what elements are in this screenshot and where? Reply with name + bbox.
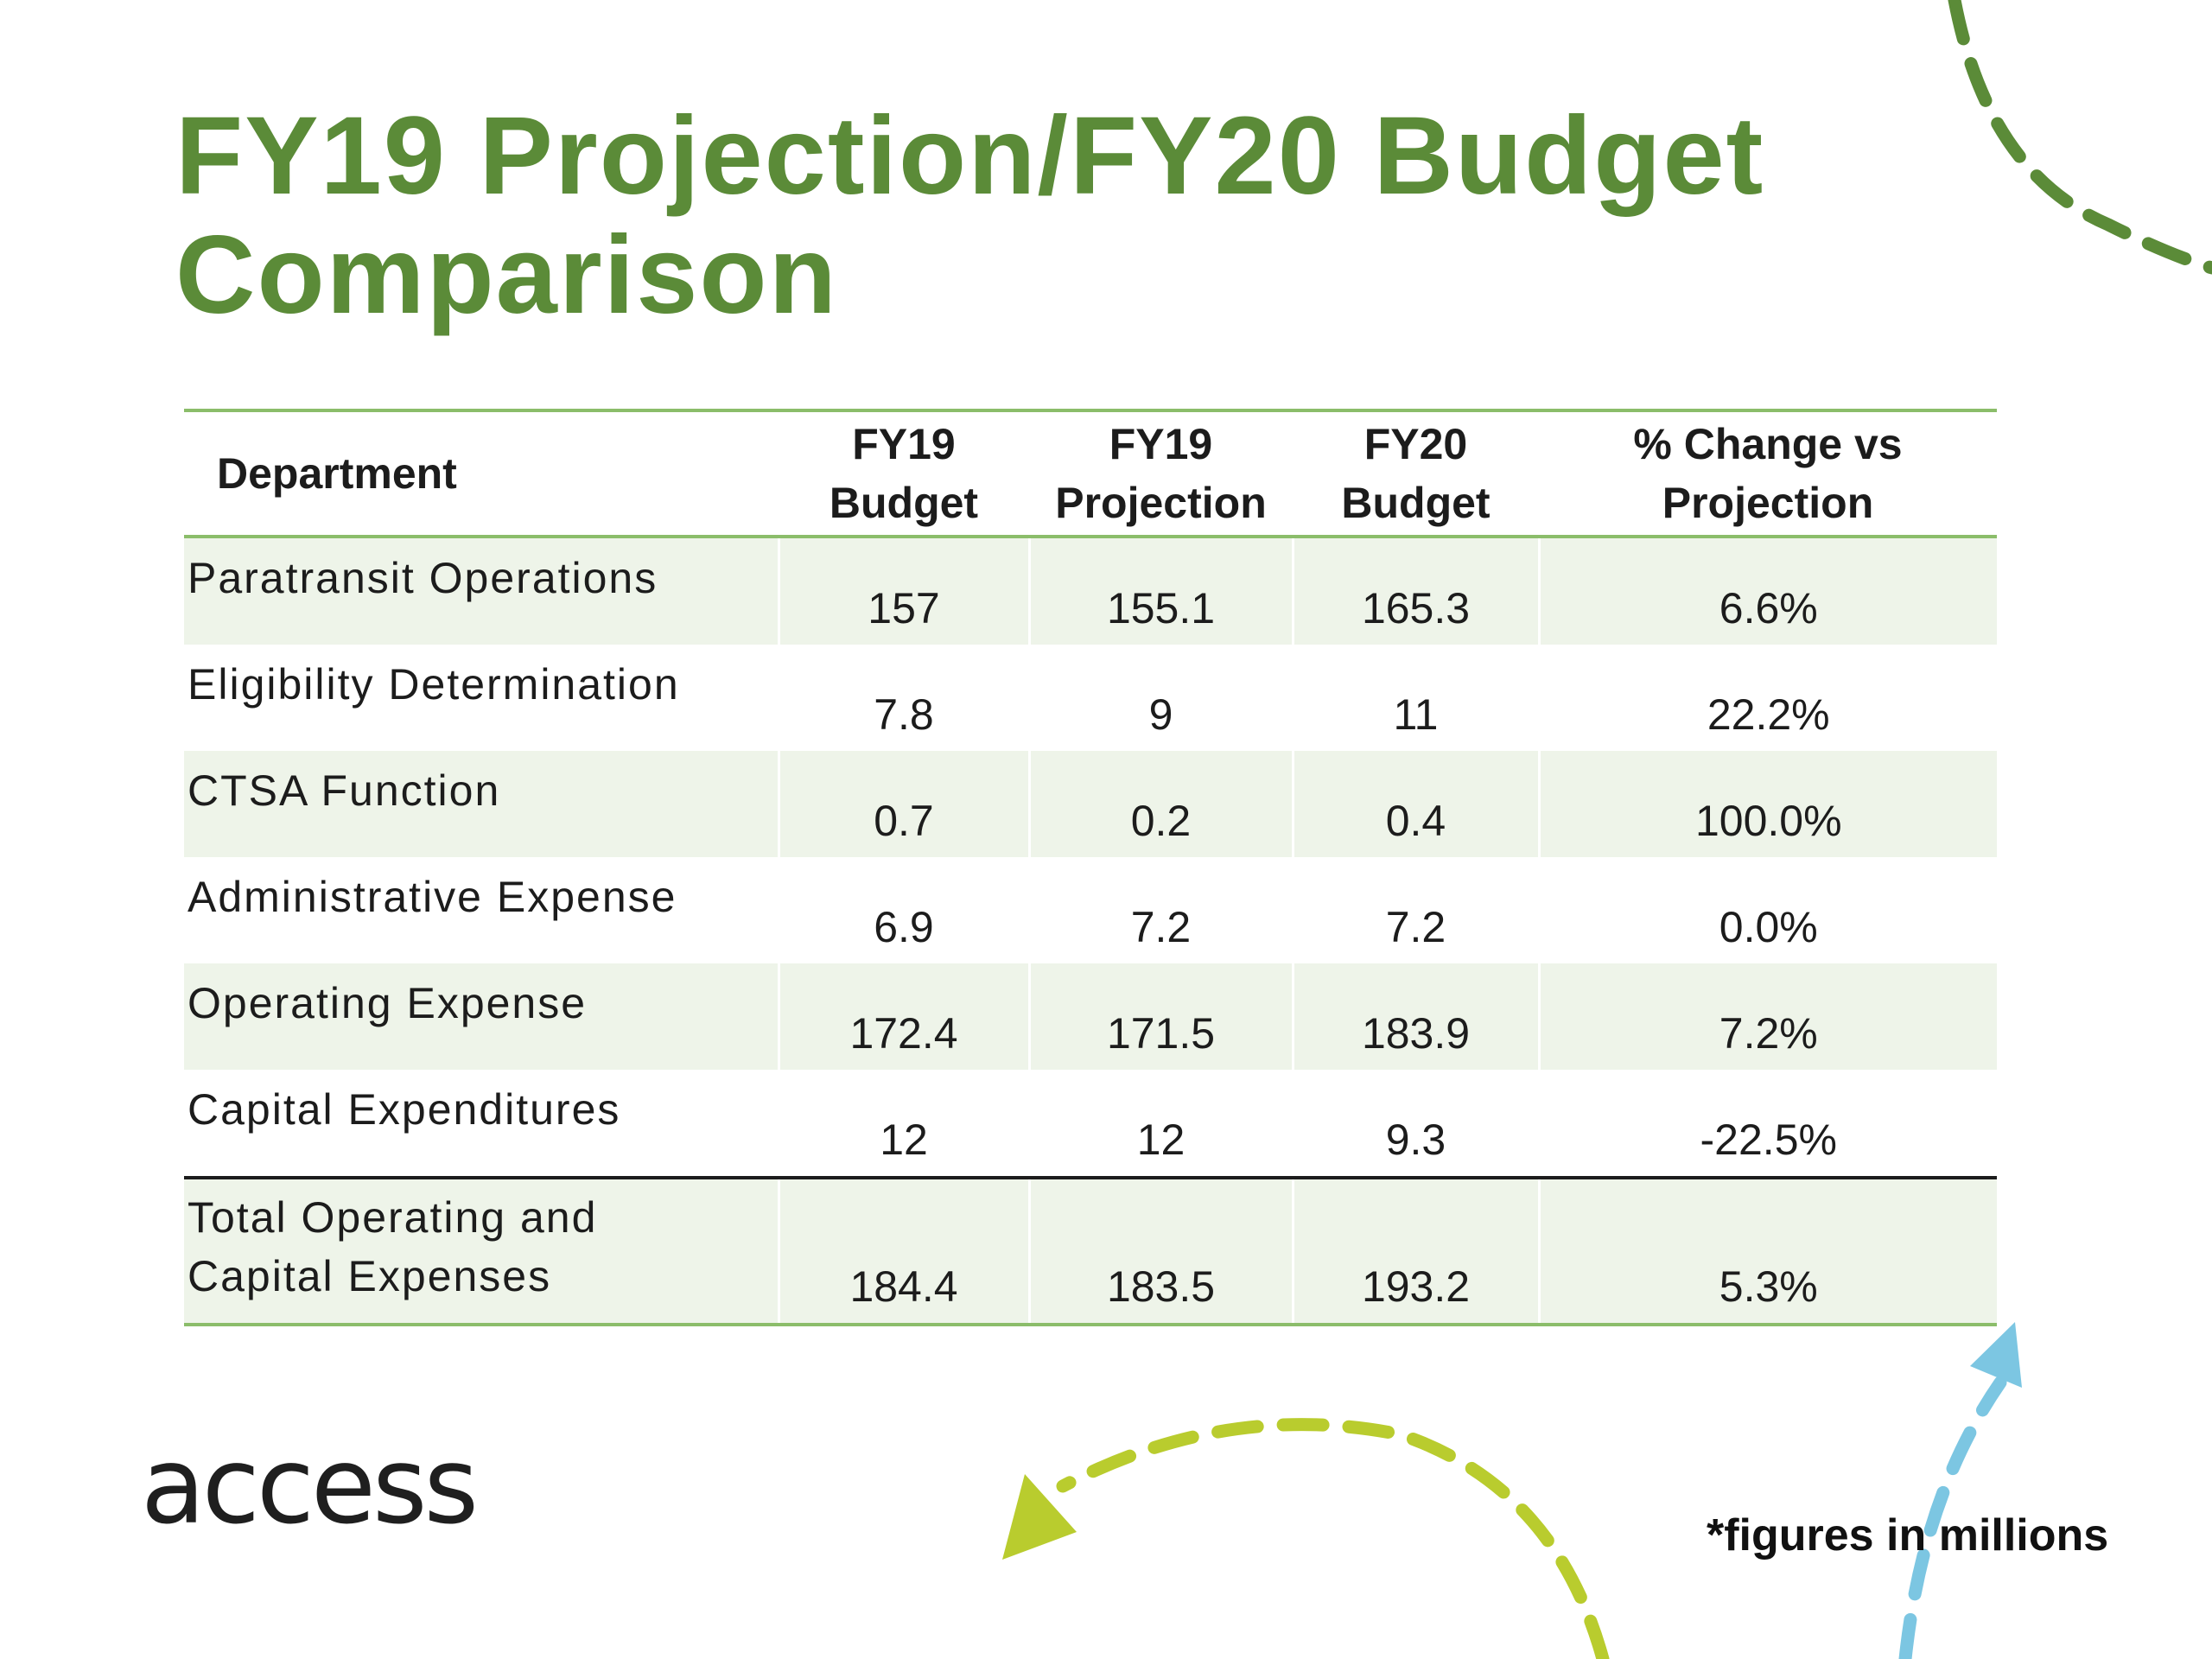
header-pct-change: % Change vs Projection bbox=[1539, 409, 1997, 538]
lime-arrow-head-icon bbox=[1002, 1474, 1077, 1560]
row-fy20-budget: 11 bbox=[1291, 645, 1539, 751]
row-fy20-budget: 183.9 bbox=[1291, 963, 1539, 1070]
table-row: Administrative Expense 6.9 7.2 7.2 0.0% bbox=[184, 857, 1997, 963]
row-department: Administrative Expense bbox=[188, 873, 677, 921]
header-fy19-projection: FY19 Projection bbox=[1029, 409, 1293, 538]
dashed-arc-bottom-lime bbox=[1056, 1418, 1610, 1659]
total-fy19-budget: 184.4 bbox=[777, 1176, 1029, 1326]
table-row: Operating Expense 172.4 171.5 183.9 7.2% bbox=[184, 963, 1997, 1070]
row-fy19-projection: 0.2 bbox=[1027, 751, 1293, 857]
row-pct-change: -22.5% bbox=[1537, 1070, 1997, 1178]
budget-comparison-table: Department FY19 Budget FY19 Projection F… bbox=[184, 409, 1997, 1326]
title-line-2: Comparison bbox=[175, 213, 838, 337]
row-fy19-projection: 12 bbox=[1027, 1070, 1293, 1178]
row-department: Capital Expenditures bbox=[188, 1085, 621, 1134]
row-fy20-budget: 0.4 bbox=[1291, 751, 1539, 857]
row-department: CTSA Function bbox=[184, 751, 779, 857]
row-fy19-projection: 155.1 bbox=[1027, 537, 1293, 645]
row-pct-change: 22.2% bbox=[1537, 645, 1997, 751]
total-fy20-budget: 193.2 bbox=[1291, 1176, 1539, 1326]
title-line-1: FY19 Projection/FY20 Budget bbox=[175, 94, 1765, 218]
row-pct-change: 7.2% bbox=[1537, 963, 1997, 1070]
row-fy19-projection: 171.5 bbox=[1027, 963, 1293, 1070]
header-fy19-budget: FY19 Budget bbox=[779, 409, 1029, 538]
row-fy20-budget: 165.3 bbox=[1291, 537, 1539, 645]
row-pct-change: 0.0% bbox=[1537, 857, 1997, 963]
total-department: Total Operating and Capital Expenses bbox=[184, 1176, 779, 1326]
header-fy20-budget: FY20 Budget bbox=[1293, 409, 1539, 538]
row-department: Eligibility Determination bbox=[188, 660, 680, 709]
sky-arrow-head-icon bbox=[1970, 1322, 2022, 1388]
table-total-row: Total Operating and Capital Expenses 184… bbox=[184, 1176, 1997, 1326]
dashed-arc-top-right bbox=[1948, 0, 2212, 275]
figures-note: *figures in millions bbox=[1707, 1510, 2109, 1560]
table-row: Eligibility Determination 7.8 9 11 22.2% bbox=[184, 645, 1997, 751]
table-row: Capital Expenditures 12 12 9.3 -22.5% bbox=[184, 1070, 1997, 1178]
table-row: CTSA Function 0.7 0.2 0.4 100.0% bbox=[184, 751, 1997, 857]
table-row: Paratransit Operations 157 155.1 165.3 6… bbox=[184, 537, 1997, 645]
row-fy20-budget: 9.3 bbox=[1291, 1070, 1539, 1178]
slide-title: FY19 Projection/FY20 Budget Comparison bbox=[175, 97, 1817, 335]
row-fy19-budget: 157 bbox=[777, 537, 1029, 645]
row-fy19-budget: 6.9 bbox=[777, 857, 1029, 963]
total-pct-change: 5.3% bbox=[1537, 1176, 1997, 1326]
row-pct-change: 100.0% bbox=[1537, 751, 1997, 857]
row-fy19-budget: 0.7 bbox=[777, 751, 1029, 857]
row-department: Paratransit Operations bbox=[184, 537, 779, 645]
row-fy19-projection: 7.2 bbox=[1027, 857, 1293, 963]
row-fy19-projection: 9 bbox=[1027, 645, 1293, 751]
header-department: Department bbox=[184, 409, 779, 538]
row-department: Operating Expense bbox=[184, 963, 779, 1070]
row-fy19-budget: 172.4 bbox=[777, 963, 1029, 1070]
row-fy19-budget: 12 bbox=[777, 1070, 1029, 1178]
total-fy19-projection: 183.5 bbox=[1027, 1176, 1293, 1326]
row-fy19-budget: 7.8 bbox=[777, 645, 1029, 751]
row-fy20-budget: 7.2 bbox=[1291, 857, 1539, 963]
access-logo: access bbox=[141, 1425, 479, 1548]
row-pct-change: 6.6% bbox=[1537, 537, 1997, 645]
table-header-row: Department FY19 Budget FY19 Projection F… bbox=[184, 409, 1997, 538]
